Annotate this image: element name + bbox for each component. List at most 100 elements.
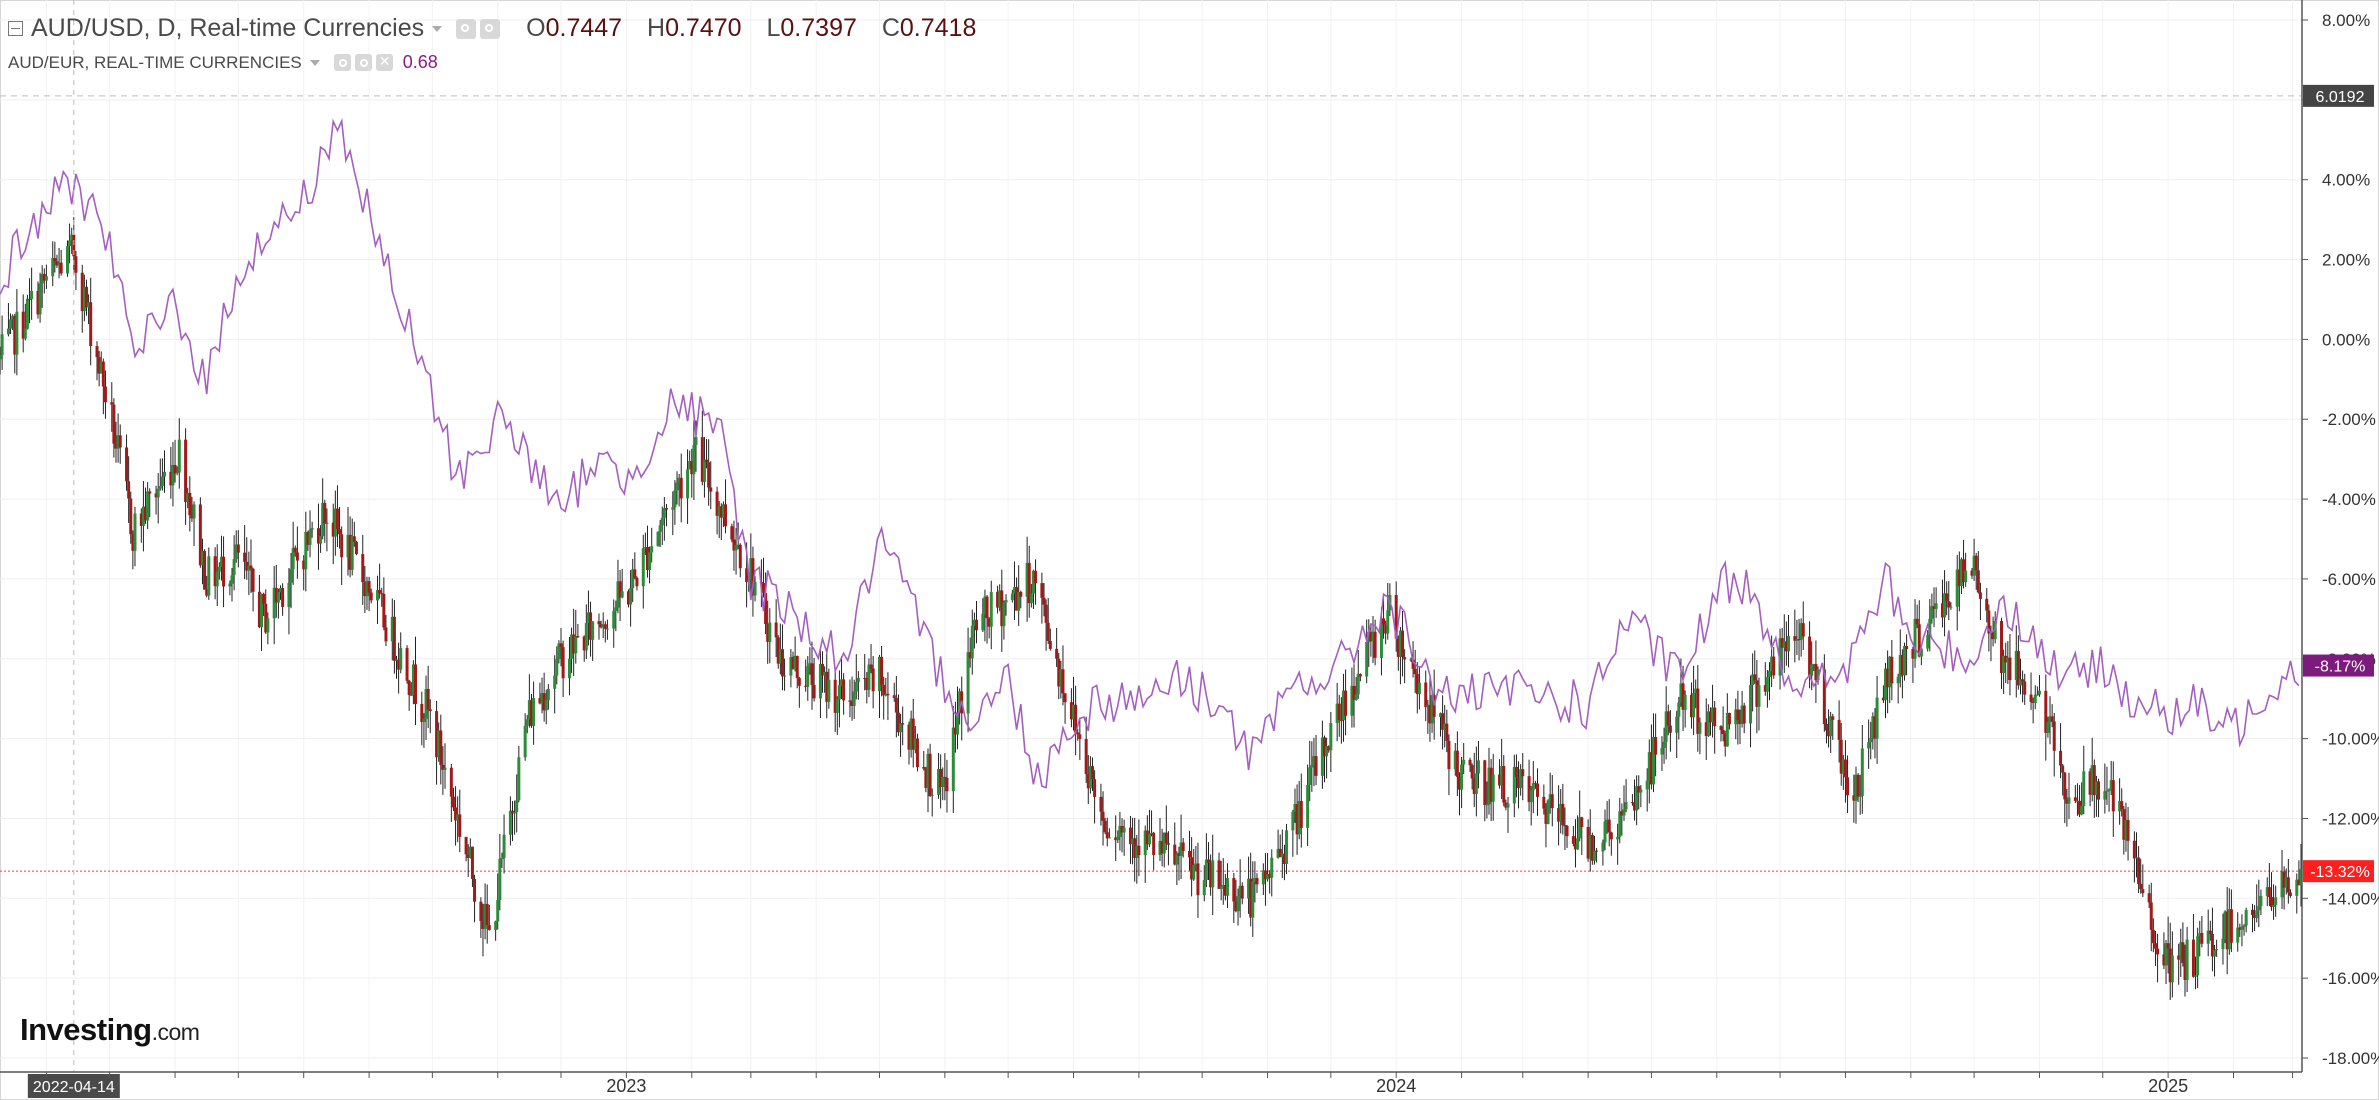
candle-down bbox=[709, 487, 713, 492]
candle-down bbox=[2147, 893, 2151, 903]
candle-down bbox=[2031, 701, 2035, 703]
candle-up bbox=[686, 469, 690, 499]
candle-down bbox=[264, 603, 268, 633]
candle-down bbox=[2132, 840, 2136, 859]
candle-down bbox=[2120, 801, 2124, 810]
candle-down bbox=[1502, 766, 1506, 803]
candle-up bbox=[2236, 927, 2240, 943]
candle-up bbox=[1386, 610, 1390, 634]
candle-down bbox=[169, 471, 173, 486]
collapse-legend-icon[interactable] bbox=[8, 21, 23, 36]
close-icon[interactable] bbox=[375, 53, 393, 71]
candle-up bbox=[778, 649, 782, 664]
candle-up bbox=[768, 622, 772, 642]
main-symbol-label[interactable]: AUD/USD, D, Real-time Currencies bbox=[31, 14, 425, 42]
candle-down bbox=[886, 693, 890, 696]
visibility-icon[interactable] bbox=[456, 18, 477, 39]
candle-down bbox=[599, 624, 603, 628]
candle-up bbox=[1913, 618, 1917, 659]
candle-down bbox=[1784, 641, 1788, 652]
candle-up bbox=[494, 921, 498, 930]
candle-down bbox=[42, 274, 46, 281]
y-axis[interactable]: 8.00%6.00%4.00%2.00%0.00%-2.00%-4.00%-6.… bbox=[2301, 0, 2379, 1072]
candle-up bbox=[2265, 887, 2269, 896]
candle-up bbox=[527, 700, 531, 720]
candle-up bbox=[272, 587, 276, 619]
candle-down bbox=[572, 634, 576, 654]
candle-down bbox=[1689, 694, 1693, 718]
candle-down bbox=[1630, 802, 1634, 804]
candle-down bbox=[487, 925, 491, 930]
candle-up bbox=[1588, 834, 1592, 859]
candle-up bbox=[998, 590, 1002, 608]
candle-down bbox=[882, 684, 886, 696]
candle-up bbox=[390, 616, 394, 642]
candle-up bbox=[1485, 804, 1489, 806]
chevron-down-icon[interactable] bbox=[309, 59, 320, 66]
candle-down bbox=[1057, 658, 1061, 687]
candle-down bbox=[833, 679, 837, 713]
candle-down bbox=[2297, 879, 2301, 886]
candle-up bbox=[308, 529, 312, 545]
candle-down bbox=[257, 591, 261, 628]
candle-down bbox=[2078, 800, 2082, 815]
candle-down bbox=[1978, 592, 1982, 599]
candle-down bbox=[1223, 885, 1227, 896]
candle-down bbox=[1044, 604, 1048, 623]
candle-down bbox=[825, 671, 829, 702]
candle-down bbox=[441, 764, 445, 770]
candle-down bbox=[1991, 632, 1995, 640]
axis-tags: 6.0192 -8.17% -13.32% bbox=[2303, 84, 2374, 883]
candle-up bbox=[557, 643, 561, 659]
candle-up bbox=[1675, 716, 1679, 733]
candle-up bbox=[1603, 821, 1607, 843]
chevron-down-icon[interactable] bbox=[432, 25, 443, 32]
candle-down bbox=[1563, 825, 1567, 827]
candle-down bbox=[1455, 750, 1459, 777]
candle-up bbox=[1829, 716, 1833, 737]
candle-up bbox=[1010, 593, 1014, 601]
candle-up bbox=[1350, 685, 1354, 716]
compare-symbol-label[interactable]: AUD/EUR, REAL-TIME CURRENCIES bbox=[8, 52, 302, 72]
candle-down bbox=[761, 583, 765, 594]
axis-tag bbox=[2303, 84, 2374, 107]
candle-down bbox=[1128, 827, 1132, 845]
gear-icon[interactable] bbox=[354, 54, 372, 71]
candle-down bbox=[2253, 914, 2257, 918]
candle-down bbox=[306, 531, 310, 545]
candle-down bbox=[2065, 799, 2069, 804]
candle-down bbox=[1544, 808, 1548, 824]
candle-up bbox=[643, 547, 647, 549]
candle-up bbox=[1867, 742, 1871, 749]
candle-down bbox=[1962, 559, 1966, 583]
gear-icon[interactable] bbox=[480, 18, 501, 39]
candle-down bbox=[243, 552, 247, 562]
candle-down bbox=[397, 659, 401, 670]
candle-down bbox=[1105, 832, 1109, 839]
candle-up bbox=[1029, 593, 1033, 604]
candle-up bbox=[852, 691, 856, 706]
candle-up bbox=[1601, 842, 1605, 852]
candle-down bbox=[1046, 622, 1050, 641]
candle-up bbox=[648, 552, 652, 571]
visibility-icon[interactable] bbox=[333, 54, 351, 71]
candle-up bbox=[951, 727, 955, 792]
candle-up bbox=[1869, 737, 1873, 743]
candle-up bbox=[44, 276, 48, 281]
x-axis[interactable]: 2023 2024 2025 bbox=[0, 1071, 2302, 1096]
candle-up bbox=[2223, 911, 2227, 939]
candle-up bbox=[57, 262, 61, 266]
candle-up bbox=[350, 536, 354, 570]
candle-down bbox=[996, 591, 1000, 608]
candle-down bbox=[987, 618, 991, 627]
candle-down bbox=[1278, 848, 1282, 858]
candle-down bbox=[1483, 760, 1487, 805]
candle-up bbox=[1122, 827, 1126, 833]
candle-up bbox=[2259, 895, 2263, 907]
candle-down bbox=[464, 836, 468, 855]
candle-down bbox=[1974, 555, 1978, 571]
candle-up bbox=[2090, 765, 2094, 795]
candle-down bbox=[1489, 767, 1493, 802]
candle-up bbox=[1795, 639, 1799, 641]
